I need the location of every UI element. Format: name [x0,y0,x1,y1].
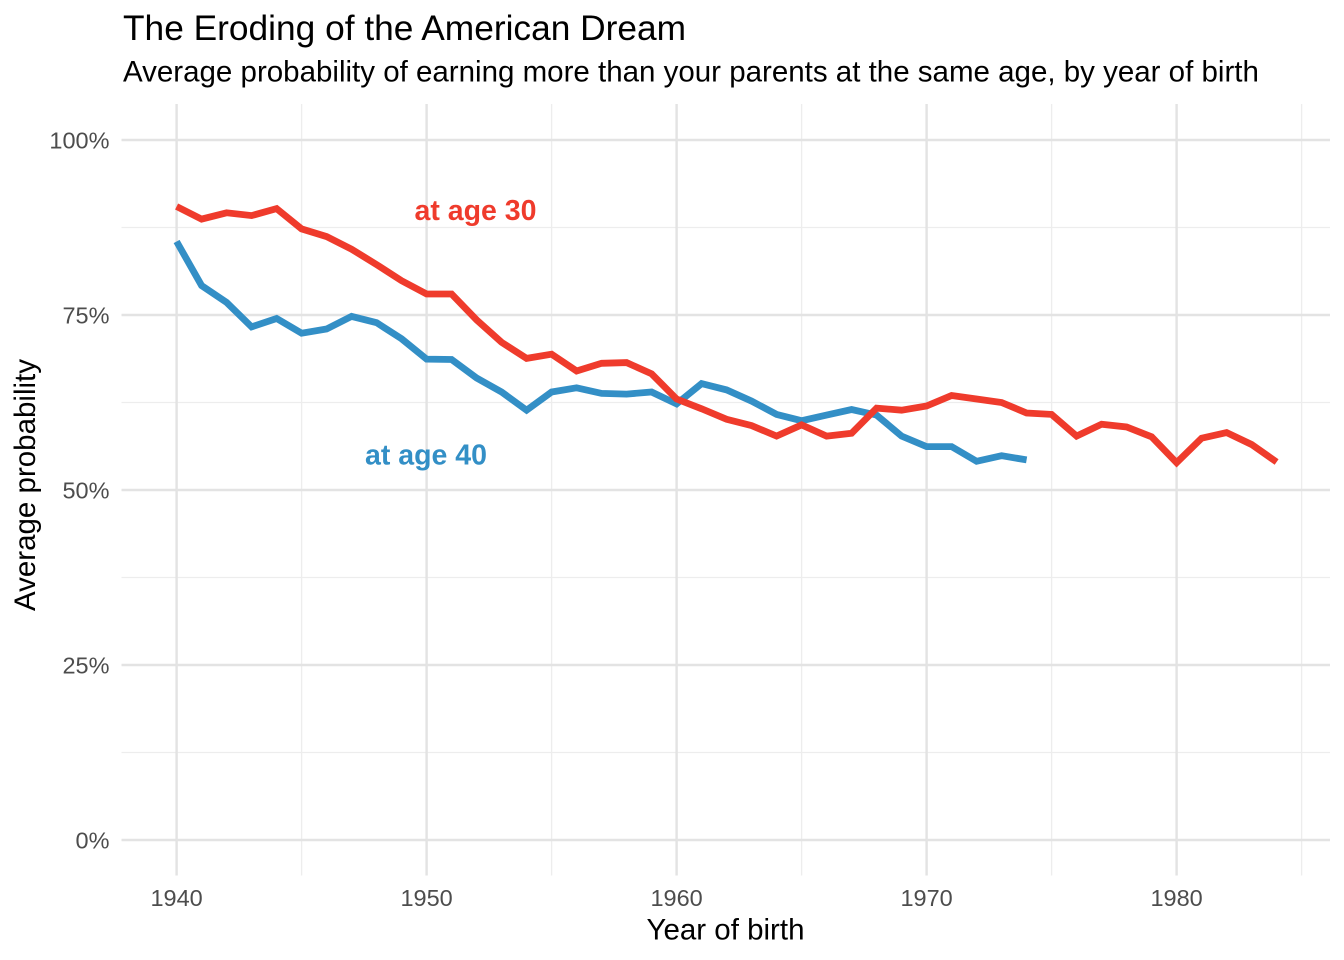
svg-text:1940: 1940 [150,885,202,911]
svg-text:The Eroding of the American Dr: The Eroding of the American Dream [123,9,686,48]
svg-text:1950: 1950 [400,885,452,911]
svg-text:1980: 1980 [1150,885,1202,911]
svg-text:Average probability: Average probability [9,359,42,611]
svg-text:Year of birth: Year of birth [647,914,805,947]
svg-text:25%: 25% [62,652,109,678]
svg-text:at age 30: at age 30 [415,195,537,227]
svg-text:1960: 1960 [650,885,702,911]
svg-text:75%: 75% [62,302,109,328]
svg-text:at age 40: at age 40 [365,440,487,472]
svg-text:0%: 0% [76,827,110,853]
svg-text:1970: 1970 [900,885,952,911]
svg-text:Average probability of earning: Average probability of earning more than… [123,56,1259,89]
svg-text:100%: 100% [49,127,109,153]
svg-text:50%: 50% [62,477,109,503]
